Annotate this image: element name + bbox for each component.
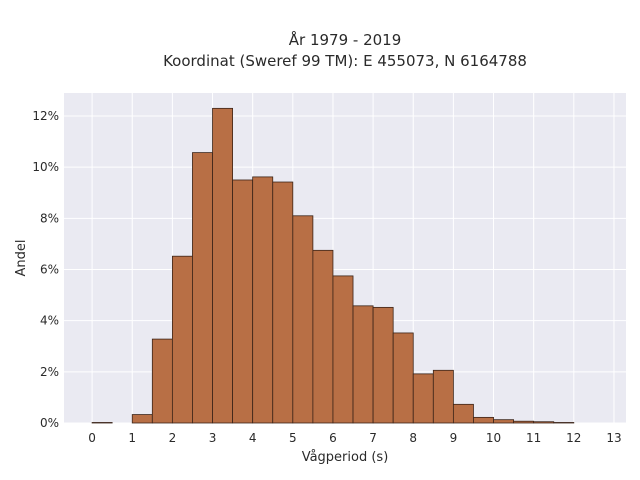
x-tick-label: 9 (450, 431, 458, 445)
histogram-bar (332, 275, 354, 424)
histogram-bar (232, 179, 254, 424)
x-tick-label: 13 (606, 431, 621, 445)
x-tick-label: 12 (566, 431, 581, 445)
y-tick-label: 4% (40, 314, 59, 328)
histogram-bar (151, 338, 173, 424)
x-tick-label: 4 (249, 431, 257, 445)
histogram-bar (192, 152, 213, 424)
y-tick-label: 10% (32, 160, 59, 174)
histogram-bar (432, 369, 454, 424)
histogram-bar (91, 422, 113, 424)
histogram-bar (272, 181, 294, 424)
histogram-bar (513, 420, 535, 424)
histogram-bar (352, 305, 374, 424)
x-tick-label: 10 (486, 431, 501, 445)
bars (91, 107, 575, 424)
y-tick-label: 0% (40, 416, 59, 430)
x-axis-label: Vågperiod (s) (302, 450, 389, 465)
x-tick-labels: 0 1 2 3 4 5 6 7 8 9 10 11 12 13 (88, 431, 621, 445)
histogram-bar (292, 215, 314, 424)
y-tick-label: 12% (32, 109, 59, 123)
x-tick-label: 0 (88, 431, 96, 445)
x-tick-label: 11 (526, 431, 541, 445)
y-tick-label: 6% (40, 263, 59, 277)
histogram-bar (473, 416, 494, 424)
histogram-bar (131, 414, 153, 424)
histogram-bar (392, 332, 414, 424)
chart-title: År 1979 - 2019 (289, 30, 402, 49)
histogram-bar (312, 249, 334, 424)
x-tick-label: 2 (169, 431, 177, 445)
histogram-bar (553, 422, 575, 424)
histogram-bar (171, 255, 193, 424)
x-tick-label: 5 (289, 431, 297, 445)
histogram-bar (452, 403, 474, 424)
histogram-bar (412, 373, 434, 424)
histogram-bar (493, 419, 514, 424)
histogram-bar (252, 176, 274, 424)
histogram-bar (372, 306, 394, 424)
chart-subtitle: Koordinat (Sweref 99 TM): E 455073, N 61… (163, 52, 527, 70)
x-tick-label: 1 (128, 431, 136, 445)
histogram-bar (212, 107, 233, 424)
y-axis-label: Andel (14, 240, 29, 277)
y-tick-label: 2% (40, 365, 59, 379)
x-tick-label: 8 (409, 431, 417, 445)
histogram-bar (533, 421, 555, 424)
y-tick-label: 8% (40, 211, 59, 225)
x-tick-label: 6 (329, 431, 337, 445)
x-tick-label: 3 (209, 431, 217, 445)
y-tick-labels: 0% 2% 4% 6% 8% 10% 12% (32, 109, 59, 430)
x-tick-label: 7 (369, 431, 377, 445)
